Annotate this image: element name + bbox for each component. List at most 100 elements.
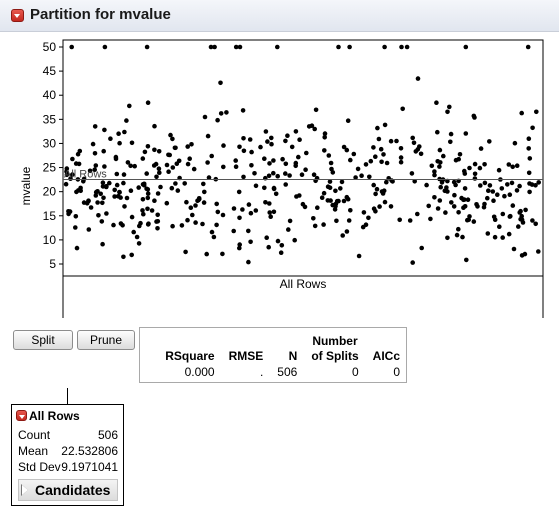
data-point [481,204,487,210]
data-point [382,44,387,50]
data-point [132,163,137,169]
data-point [155,219,161,224]
prune-button[interactable]: Prune [77,330,135,350]
data-point [77,148,83,154]
y-tick-label: 15 [43,209,57,223]
data-point [191,166,197,172]
data-point [375,125,380,131]
split-button[interactable]: Split [13,330,73,350]
data-point [283,138,288,144]
data-point [248,239,253,245]
data-point [526,136,532,141]
y-tick-label: 30 [43,136,57,150]
data-point [92,151,98,156]
data-point [453,157,459,163]
data-point [78,188,83,194]
data-point [249,149,254,155]
data-point [107,180,112,186]
candidates-outline[interactable]: Candidates [18,479,118,501]
data-point [221,164,226,170]
data-point [530,218,535,223]
data-point [315,205,320,210]
data-point [100,200,105,206]
data-point [404,44,410,50]
data-point [144,44,150,50]
number-of-splits-header-line1: Number [312,334,358,348]
data-point [86,198,91,204]
number-of-splits-header: Number of Splits [297,334,358,364]
data-point [510,164,515,170]
tree-node-all-rows[interactable]: All Rows Count 506 Mean 22.532806 Std De… [11,404,124,506]
data-point [258,144,263,150]
rmse-header: RMSE [228,349,264,363]
data-point [461,197,466,203]
data-point [138,220,143,226]
data-point [434,100,439,105]
data-point [134,234,140,240]
data-point [398,155,404,160]
data-point [462,186,468,191]
data-point [271,209,277,215]
data-point [100,180,106,185]
data-point [418,151,424,157]
fit-statistics-table: RSquare RMSE N Number of Splits AICc 0.0… [139,327,407,383]
data-point [108,136,113,141]
y-tick-label: 45 [43,64,57,78]
rsquare-header: RSquare [165,349,215,363]
data-point [371,145,376,150]
data-point [202,189,207,195]
data-point [128,163,133,169]
data-point [497,224,502,229]
data-point [140,197,146,202]
data-point [102,127,107,133]
data-point [464,257,469,263]
data-point [373,154,378,159]
data-point [517,210,522,215]
data-point [355,166,361,172]
data-point [155,226,160,231]
data-point [152,198,157,203]
data-point [201,200,207,205]
data-point [319,195,325,200]
data-point [299,172,305,177]
data-point [231,206,237,211]
data-point [326,153,332,158]
data-point [140,156,146,161]
data-point [507,192,513,197]
data-point [70,156,75,162]
data-point [240,207,245,212]
data-point [140,208,145,213]
data-point [471,219,477,224]
data-point [169,185,175,191]
data-point [451,204,457,209]
data-point [121,254,126,260]
data-point [321,222,326,227]
data-point [293,129,299,134]
data-point [465,197,471,202]
aicc-value: 0 [393,365,400,379]
data-point [112,194,117,199]
data-point [487,183,493,188]
data-point [278,250,284,255]
node-disclosure-icon[interactable] [16,410,27,421]
data-point [155,212,160,218]
data-point [87,168,93,174]
data-point [95,200,100,205]
data-point [394,138,399,144]
data-point [145,144,151,149]
data-point [527,156,533,161]
data-point [209,153,214,159]
data-point [287,218,293,224]
data-point [512,140,518,146]
data-point [522,251,528,257]
report-disclosure-icon[interactable] [11,9,24,22]
data-point [129,214,135,220]
data-point [237,44,243,50]
data-point [467,165,472,171]
data-point [90,141,96,147]
data-point [432,195,437,200]
data-point [371,182,377,188]
partition-plot[interactable]: 5 10 15 20 25 30 35 40 45 50 mvalue All Rows All … [0,31,559,321]
data-point [448,139,453,145]
data-point [69,44,74,50]
